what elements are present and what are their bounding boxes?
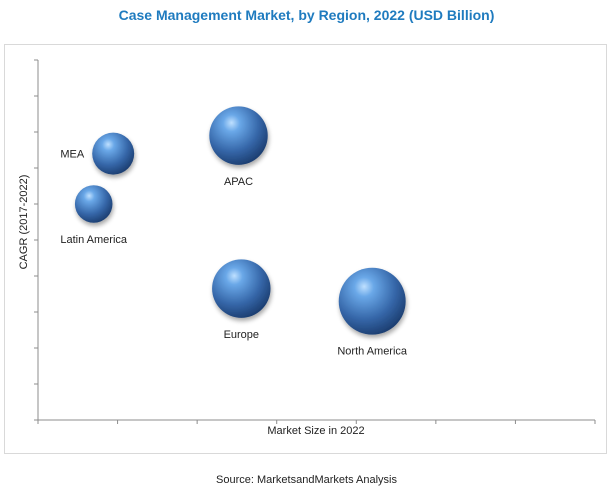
- bubble-labels: MEA Latin America APAC Europe North America: [60, 149, 408, 358]
- bubble-label-apac: APAC: [224, 176, 253, 188]
- bubble-label-north-america: North America: [337, 346, 408, 358]
- bubble-north-america: [338, 267, 406, 335]
- bubble-label-mea: MEA: [60, 149, 85, 161]
- bubble-label-latin-america: Latin America: [60, 234, 128, 246]
- axes: [34, 59, 596, 424]
- bubble-europe: [212, 259, 271, 318]
- y-axis-label: CAGR (2017-2022): [18, 175, 30, 270]
- bubble-apac: [209, 106, 268, 165]
- bubbles: [74, 106, 406, 335]
- plot-frame: [4, 44, 607, 454]
- bubble-label-europe: Europe: [224, 329, 259, 341]
- bubble-latin-america: [74, 185, 113, 223]
- x-axis-label: Market Size in 2022: [267, 425, 364, 437]
- bubble-mea: [92, 132, 135, 175]
- source-note: Source: MarketsandMarkets Analysis: [216, 474, 397, 486]
- chart-title: Case Management Market, by Region, 2022 …: [118, 7, 495, 23]
